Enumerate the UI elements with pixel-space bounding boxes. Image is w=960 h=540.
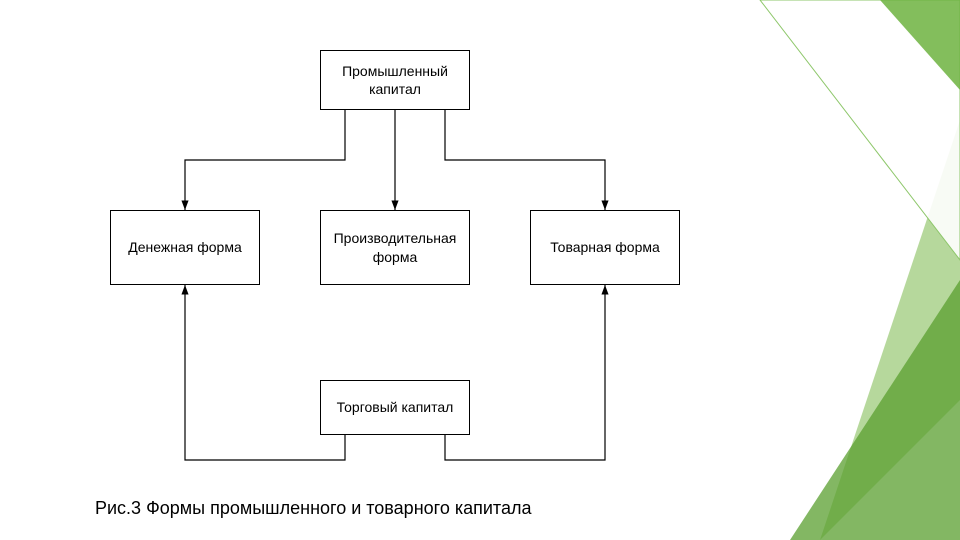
node-monetary-form: Денежная форма [110,210,260,285]
node-label: Производительная форма [325,229,465,265]
node-industrial-capital: Промышленный капитал [320,50,470,110]
figure-caption: Рис.3 Формы промышленного и товарного ка… [95,498,531,519]
node-trade-capital: Торговый капитал [320,380,470,435]
node-label: Товарная форма [550,238,660,256]
node-commodity-form: Товарная форма [530,210,680,285]
node-label: Денежная форма [128,238,241,256]
node-label: Промышленный капитал [325,62,465,98]
node-label: Торговый капитал [337,398,454,416]
node-productive-form: Производительная форма [320,210,470,285]
